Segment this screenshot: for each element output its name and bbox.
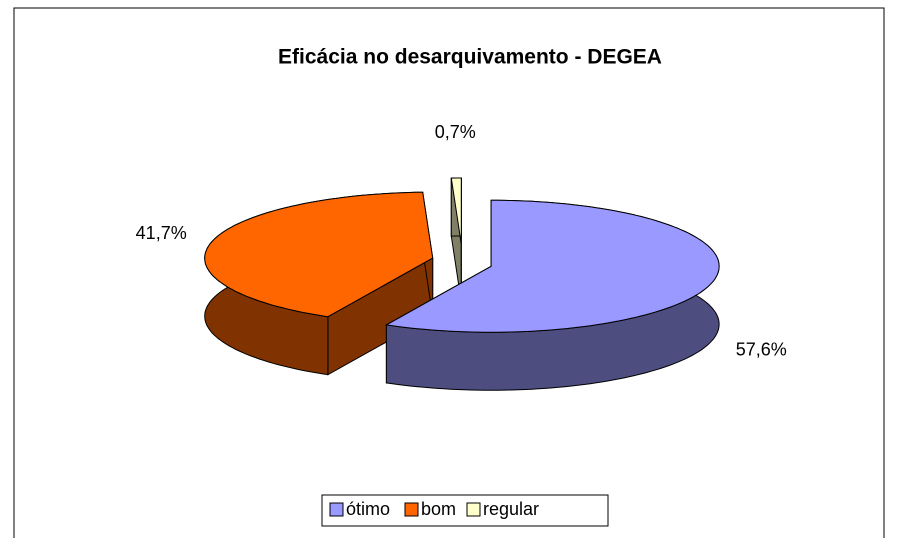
chart-border xyxy=(13,7,885,538)
legend-swatch xyxy=(466,502,481,517)
legend-swatch xyxy=(329,502,344,517)
data-label: 0,7% xyxy=(435,122,476,142)
legend: ótimo bom regular xyxy=(321,494,609,527)
legend-label: bom xyxy=(421,499,456,519)
legend-label: regular xyxy=(483,499,539,519)
slice-top xyxy=(384,199,720,333)
pie: 0,7% 41,7% 57,6% xyxy=(136,122,787,391)
legend-swatch xyxy=(404,502,419,517)
data-label: 41,7% xyxy=(136,223,187,243)
slice-top xyxy=(204,191,434,318)
slice-top xyxy=(450,177,462,245)
legend-box xyxy=(321,494,609,527)
legend-label: ótimo xyxy=(346,499,390,519)
slice xyxy=(204,191,434,376)
slice xyxy=(384,199,720,391)
slice xyxy=(450,177,462,303)
data-label: 57,6% xyxy=(736,339,787,359)
chart-title: Eficácia no desarquivamento - DEGEA xyxy=(278,46,662,69)
